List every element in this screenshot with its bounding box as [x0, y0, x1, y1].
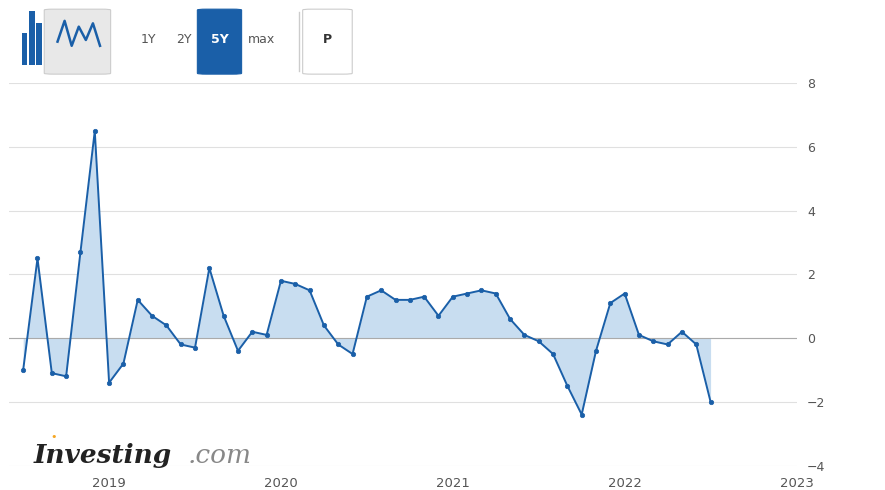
Text: .com: .com — [188, 443, 251, 468]
Bar — [36, 24, 42, 65]
Text: max: max — [249, 33, 275, 47]
Bar — [29, 11, 35, 65]
FancyBboxPatch shape — [44, 9, 111, 74]
Text: 5Y: 5Y — [211, 33, 228, 47]
Text: P: P — [323, 33, 332, 47]
FancyBboxPatch shape — [303, 9, 352, 74]
FancyBboxPatch shape — [197, 9, 242, 74]
Text: Investing: Investing — [34, 443, 172, 468]
Bar — [22, 33, 27, 65]
Text: •: • — [50, 432, 57, 441]
Text: 2Y: 2Y — [176, 33, 192, 47]
Text: 1Y: 1Y — [141, 33, 157, 47]
